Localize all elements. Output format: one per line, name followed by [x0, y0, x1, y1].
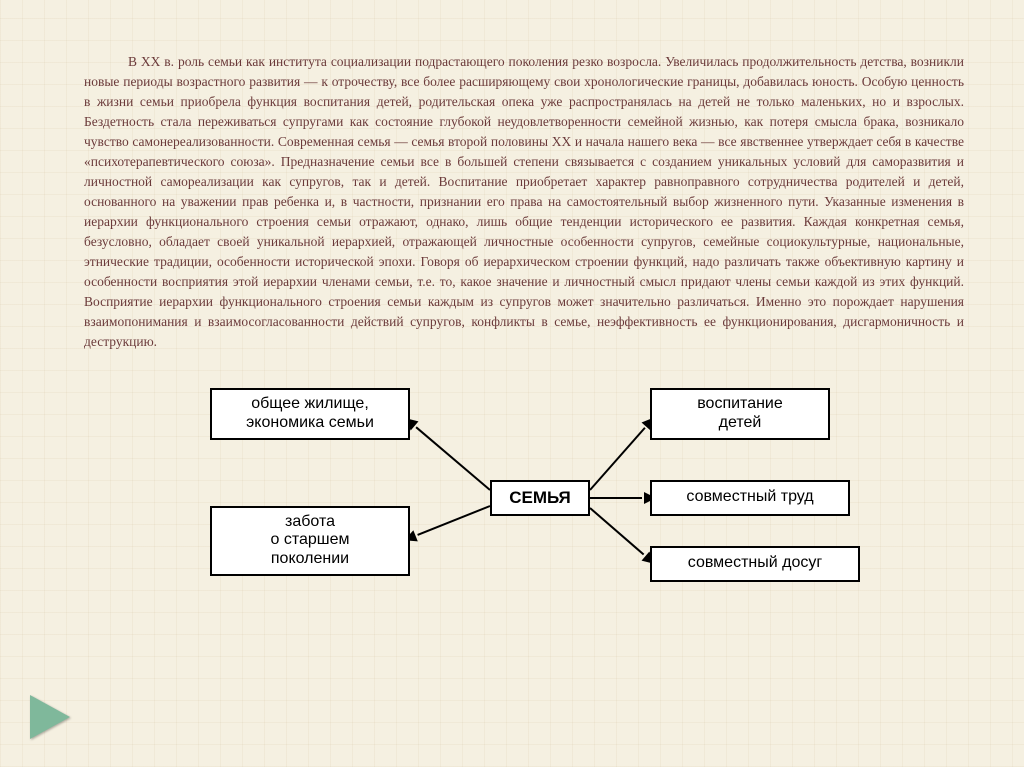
family-diagram: СЕМЬЯ общее жилище,экономика семьи воспита…: [184, 378, 864, 608]
diagram-node: воспитаниедетей: [650, 388, 830, 440]
diagram-node: общее жилище,экономика семьи: [210, 388, 410, 440]
diagram-edge: [415, 426, 490, 490]
diagram-edge: [417, 505, 490, 536]
diagram-node: совместный труд: [650, 480, 850, 516]
diagram-center-node: СЕМЬЯ: [490, 480, 590, 516]
diagram-edge: [590, 497, 642, 499]
body-paragraph: В XX в. роль семьи как института социали…: [84, 52, 964, 352]
next-slide-button[interactable]: [30, 695, 80, 739]
diagram-edge: [589, 507, 644, 555]
diagram-edge: [589, 427, 645, 490]
slide: В XX в. роль семьи как института социали…: [0, 0, 1024, 767]
diagram-node: заботао старшемпоколении: [210, 506, 410, 576]
diagram-node: совместный досуг: [650, 546, 860, 582]
play-icon: [30, 695, 70, 739]
